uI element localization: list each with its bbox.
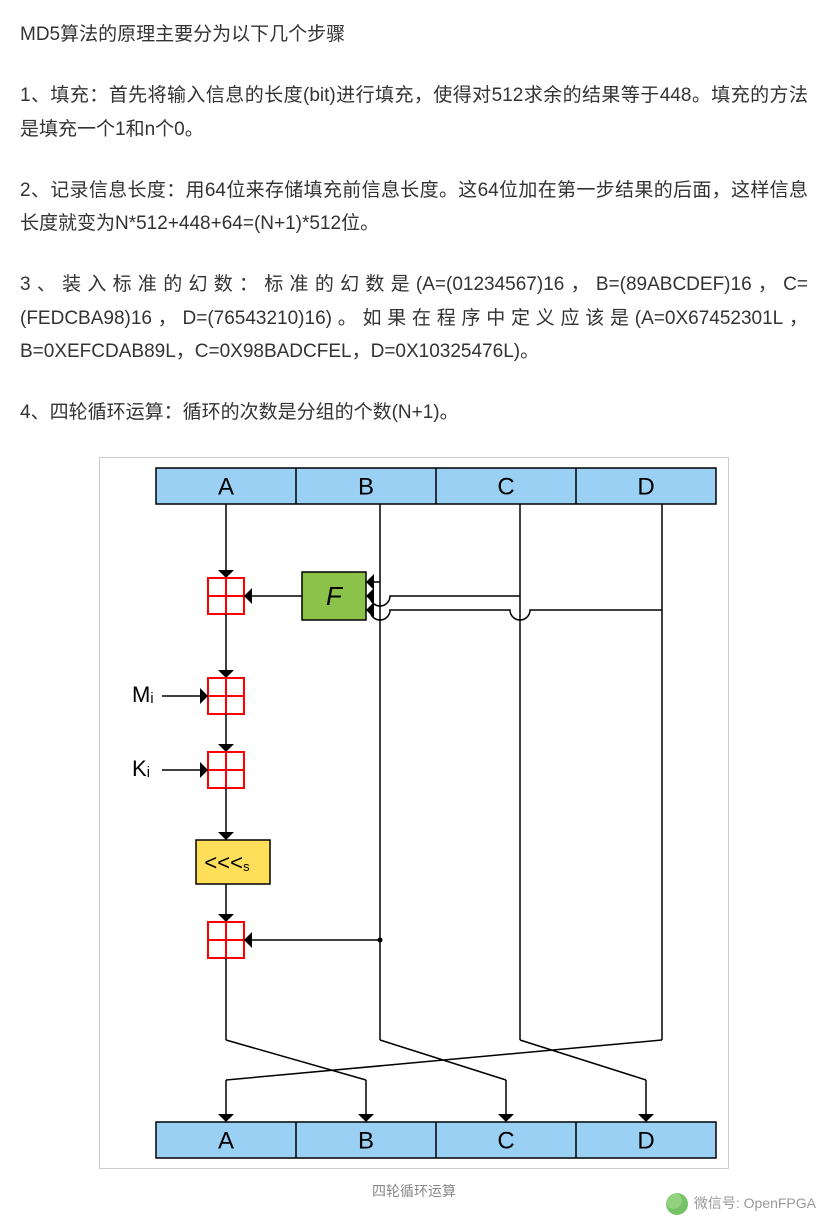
md5-round-diagram: ABCDABCDFMiKi<<<s — [99, 457, 729, 1169]
svg-text:B: B — [358, 1128, 374, 1155]
paragraph-2: 2、记录信息长度：用64位来存储填充前信息长度。这64位加在第一步结果的后面，这… — [20, 174, 808, 241]
paragraph-4: 4、四轮循环运算：循环的次数是分组的个数(N+1)。 — [20, 396, 808, 429]
svg-text:C: C — [497, 474, 514, 501]
flowchart-svg: ABCDABCDFMiKi<<<s — [102, 460, 728, 1166]
watermark-text: 微信号: OpenFPGA — [694, 1191, 816, 1216]
svg-text:Mi: Mi — [132, 682, 154, 707]
svg-text:Ki: Ki — [132, 756, 150, 781]
svg-text:A: A — [218, 1128, 234, 1155]
wechat-icon — [666, 1193, 688, 1215]
svg-text:D: D — [637, 1128, 654, 1155]
intro-text: MD5算法的原理主要分为以下几个步骤 — [20, 18, 808, 51]
svg-text:D: D — [637, 474, 654, 501]
paragraph-3: 3、装入标准的幻数：标准的幻数是(A=(01234567)16，B=(89ABC… — [20, 268, 808, 368]
svg-text:B: B — [358, 474, 374, 501]
svg-text:A: A — [218, 474, 234, 501]
svg-text:F: F — [326, 581, 344, 611]
paragraph-1: 1、填充：首先将输入信息的长度(bit)进行填充，使得对512求余的结果等于44… — [20, 79, 808, 146]
wechat-watermark: 微信号: OpenFPGA — [666, 1191, 816, 1216]
svg-text:C: C — [497, 1128, 514, 1155]
